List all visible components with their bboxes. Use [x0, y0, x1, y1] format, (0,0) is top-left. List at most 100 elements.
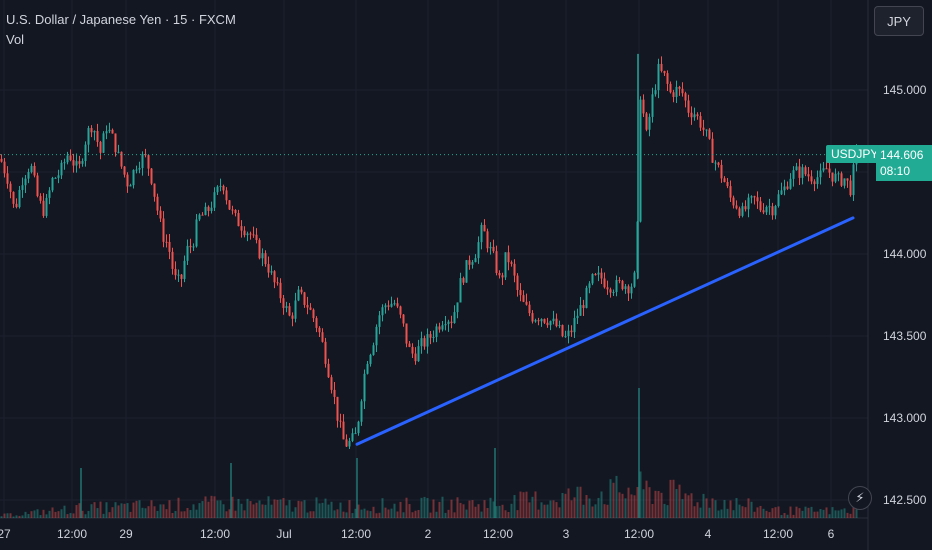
time-axis[interactable]: 27 12:00 29 12:00 Jul 12:00 2 12:00 3 12:00 4 12:00… [0, 527, 835, 541]
trendline[interactable] [355, 216, 855, 446]
candle-body [516, 275, 519, 290]
volume-bar [789, 506, 792, 518]
volume-bar [378, 512, 381, 518]
candle-body [33, 165, 36, 176]
volume-bar [141, 507, 144, 518]
candle-body [624, 286, 627, 290]
candle-body [216, 186, 219, 193]
candle-body [111, 129, 114, 134]
volume-bar [477, 504, 480, 518]
candle-body [21, 185, 24, 190]
candle-body [60, 162, 63, 176]
candle-body [852, 164, 855, 196]
volume-bar [147, 506, 150, 518]
volume-bar [165, 509, 168, 518]
volume-bar [24, 511, 27, 518]
volume-bar [285, 505, 288, 518]
volume-bar [852, 507, 855, 518]
candle-body [411, 346, 414, 354]
candle-body [147, 155, 150, 169]
candle-body [372, 345, 375, 355]
candle-body [312, 309, 315, 319]
candle-body [135, 169, 138, 171]
volume-bar [36, 509, 39, 518]
volume-bar [228, 509, 231, 518]
volume-bar [693, 506, 696, 518]
candle-body [711, 138, 714, 163]
candle-body [846, 178, 849, 181]
volume-bar [321, 502, 324, 518]
volume-label[interactable]: Vol [6, 32, 25, 47]
currency-button[interactable]: JPY [874, 6, 924, 36]
volume-bar [576, 486, 579, 518]
candle-body [762, 210, 765, 213]
candle-body [645, 113, 648, 130]
volume-bar [771, 508, 774, 518]
symbol-title[interactable]: U.S. Dollar / Japanese Yen · 15 · FXCM [6, 12, 236, 27]
candle-body [840, 173, 843, 186]
candle-body [531, 313, 534, 322]
candle-body [609, 289, 612, 293]
candle-body [282, 298, 285, 308]
candle-body [18, 189, 21, 208]
candle-body [489, 246, 492, 249]
volume-bar [510, 503, 513, 518]
candle-body [684, 93, 687, 101]
volume-bar [300, 501, 303, 518]
volume-bar [72, 513, 75, 518]
volume-bar [216, 500, 219, 518]
volume-bar [816, 511, 819, 518]
x-tick-label: 6 [828, 527, 835, 541]
candle-body [213, 192, 216, 208]
candle-body [336, 396, 339, 421]
candle-body [456, 302, 459, 313]
volume-bar [777, 506, 780, 518]
candle-body [474, 258, 477, 263]
candle-body [465, 260, 468, 283]
candle-body [546, 322, 549, 326]
candle-body [570, 330, 573, 333]
candle-body [672, 92, 675, 97]
volume-bar [528, 502, 531, 518]
volume-bar [549, 500, 552, 518]
volume-bar [396, 511, 399, 518]
volume-bar [333, 510, 336, 518]
candle-body [144, 154, 147, 156]
volume-bar [78, 503, 81, 518]
candle-body [363, 373, 366, 402]
candle-body [132, 169, 135, 186]
volume-bar [531, 496, 534, 518]
x-tick-label: Jul [276, 527, 291, 541]
volume-bar [105, 502, 108, 518]
y-tick-label: 142.500 [883, 493, 927, 507]
candle-body [507, 252, 510, 263]
volume-bar [6, 513, 9, 518]
volume-bar [573, 497, 576, 518]
volume-bar [177, 497, 180, 518]
volume-bar [663, 503, 666, 518]
volume-bar [108, 512, 111, 518]
volume-bar [270, 504, 273, 518]
volume-bar [717, 510, 720, 518]
candle-body [492, 246, 495, 252]
candle-body [228, 200, 231, 210]
candle-body [837, 173, 840, 175]
volume-bar [423, 496, 426, 518]
lightning-icon[interactable]: ⚡ [848, 486, 872, 510]
candle-body [849, 180, 852, 196]
volume-bar [80, 468, 82, 518]
bar-countdown: 08:10 [880, 164, 911, 178]
candle-body [159, 210, 162, 219]
volume-bar [825, 507, 828, 518]
candle-body [288, 306, 291, 316]
candle-body [477, 242, 480, 259]
candle-body [675, 86, 678, 97]
volume-bar [366, 510, 369, 518]
candle-body [651, 94, 654, 117]
volume-bar [753, 511, 756, 518]
candle-body [9, 183, 12, 192]
volume-bar [93, 502, 96, 518]
volume-bar [795, 506, 798, 518]
candle-body [168, 241, 171, 252]
